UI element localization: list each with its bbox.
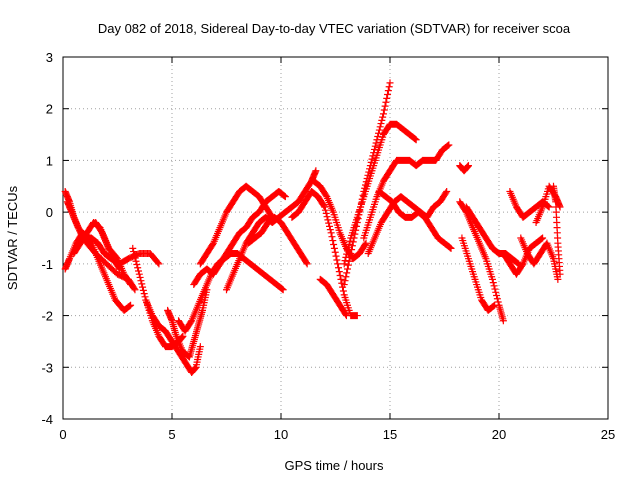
series-arc12 xyxy=(223,167,320,294)
y-tick-label: 1 xyxy=(46,153,53,168)
series-arc9 xyxy=(175,250,287,335)
data-point-markers xyxy=(499,234,547,278)
x-tick-label: 15 xyxy=(383,427,397,442)
y-tick-label: -4 xyxy=(41,412,53,427)
y-tick-label: -1 xyxy=(41,257,53,272)
series-arc28 xyxy=(517,234,562,283)
data-point-markers xyxy=(456,162,472,175)
x-tick-label: 25 xyxy=(601,427,615,442)
series-arc25 xyxy=(462,203,523,268)
x-tick-label: 5 xyxy=(168,427,175,442)
series-arc19 xyxy=(360,141,453,242)
data-point-markers xyxy=(550,182,564,278)
data-point-markers xyxy=(223,167,320,294)
data-point-markers xyxy=(175,250,287,335)
series-arc30 xyxy=(550,182,564,278)
y-tick-label: 0 xyxy=(46,205,53,220)
data-point-markers xyxy=(288,187,361,320)
series-arc14 xyxy=(288,187,361,320)
axis-ticks: 0 5 10 15 20 25 -4 -3 -2 -1 0 1 2 3 xyxy=(41,50,615,442)
series-arc24 xyxy=(458,234,499,314)
grid-lines xyxy=(63,57,608,419)
series-arc27 xyxy=(506,187,553,221)
series-arc16 xyxy=(316,275,350,320)
y-axis-label: SDTVAR / TECUs xyxy=(5,185,20,290)
series-arc7 xyxy=(142,296,204,376)
data-point-markers xyxy=(310,177,370,263)
x-tick-label: 10 xyxy=(274,427,288,442)
series-arc8 xyxy=(164,286,211,361)
series-arc11 xyxy=(190,187,289,289)
series-arc22 xyxy=(456,162,472,175)
series-arc20 xyxy=(364,187,451,258)
data-point-markers xyxy=(506,187,553,221)
series-arc21 xyxy=(375,187,455,252)
series-arc26 xyxy=(499,234,547,278)
data-point-markers xyxy=(92,218,135,289)
y-tick-label: -2 xyxy=(41,309,53,324)
x-tick-label: 20 xyxy=(492,427,506,442)
data-point-markers xyxy=(164,286,211,361)
x-tick-label: 0 xyxy=(59,427,66,442)
series-arc15 xyxy=(310,177,370,263)
series-arc13 xyxy=(244,213,311,268)
y-tick-label: -3 xyxy=(41,360,53,375)
data-point-markers xyxy=(190,187,289,289)
y-tick-label: 3 xyxy=(46,50,53,65)
data-point-markers xyxy=(375,187,455,252)
y-tick-label: 2 xyxy=(46,102,53,117)
data-point-markers xyxy=(244,213,311,268)
series-arc5 xyxy=(92,218,135,289)
data-point-markers xyxy=(364,187,451,258)
plot-frame xyxy=(62,56,609,420)
series-arc18 xyxy=(340,120,420,268)
data-point-markers xyxy=(360,141,453,242)
x-axis-label: GPS time / hours xyxy=(285,458,384,473)
data-point-markers xyxy=(458,234,499,314)
data-point-markers xyxy=(462,203,523,268)
data-marks xyxy=(61,79,564,376)
chart-title: Day 082 of 2018, Sidereal Day-to-day VTE… xyxy=(98,21,571,36)
data-point-markers xyxy=(316,275,350,320)
data-point-markers xyxy=(517,234,562,283)
data-point-markers xyxy=(142,296,204,376)
data-point-markers xyxy=(340,120,420,268)
